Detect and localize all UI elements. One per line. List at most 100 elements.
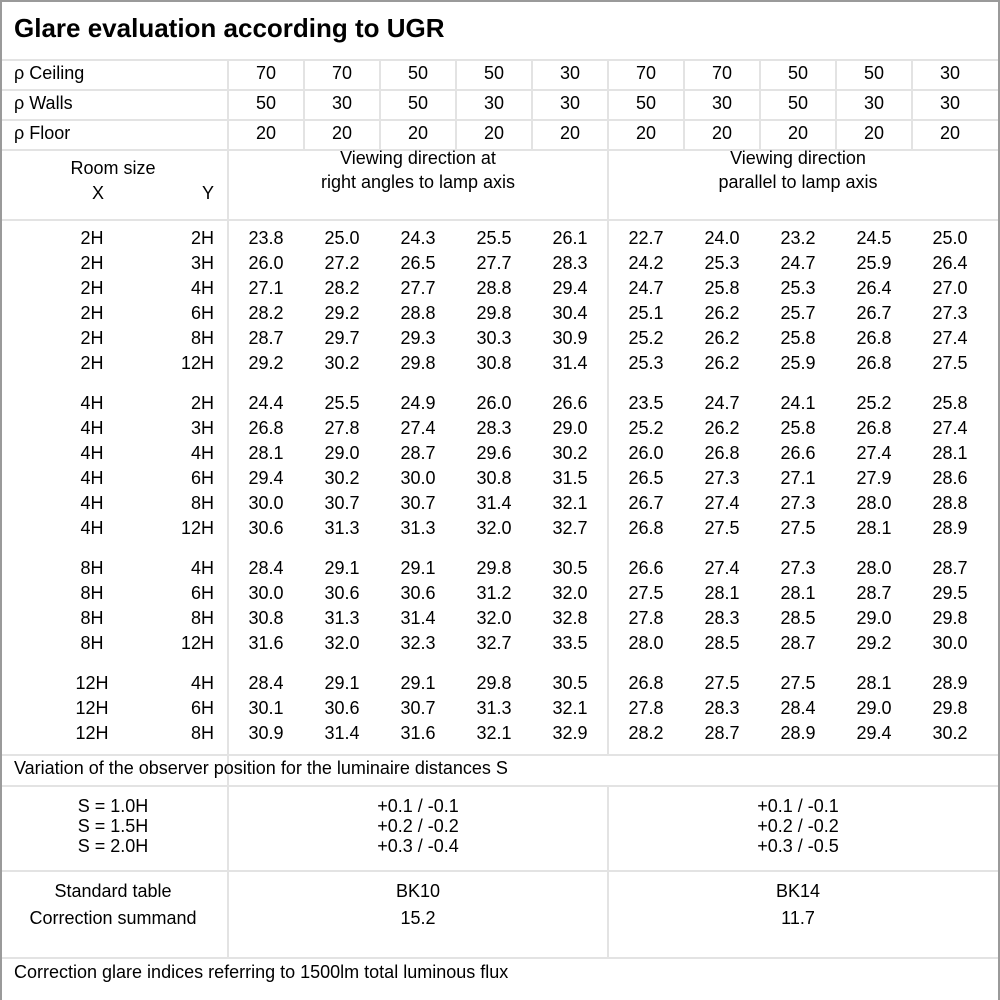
- ugr-value: 28.7: [932, 558, 968, 578]
- ugr-value: 29.1: [324, 673, 360, 693]
- room-y: 4H: [190, 558, 214, 578]
- room-y: 8H: [190, 493, 214, 513]
- room-x: 2H: [80, 253, 104, 273]
- column-divider: [531, 59, 533, 149]
- ugr-value: 29.3: [400, 328, 436, 348]
- ugr-value: 28.3: [704, 608, 740, 628]
- ugr-value: 31.6: [400, 723, 436, 743]
- row-divider: [2, 785, 998, 787]
- ugr-value: 26.1: [552, 228, 588, 248]
- ugr-value: 26.0: [476, 393, 512, 413]
- ugr-value: 30.7: [324, 493, 360, 513]
- room-y-label: Y: [201, 183, 214, 203]
- ugr-value: 26.2: [704, 303, 740, 323]
- ugr-value: 30.0: [248, 493, 284, 513]
- ugr-value: 32.0: [324, 633, 360, 653]
- ugr-value: 30.0: [932, 633, 968, 653]
- ugr-value: 32.7: [552, 518, 588, 538]
- room-x: 4H: [80, 443, 104, 463]
- ugr-value: 29.2: [324, 303, 360, 323]
- ugr-value: 26.2: [704, 418, 740, 438]
- variation-label: Variation of the observer position for t…: [14, 758, 508, 778]
- room-x: 8H: [80, 583, 104, 603]
- ugr-value: 28.5: [704, 633, 740, 653]
- ugr-value: 31.4: [324, 723, 360, 743]
- ugr-value: 27.3: [932, 303, 968, 323]
- reflectance-label: ρ Ceiling: [14, 63, 85, 83]
- ugr-value: 26.8: [628, 518, 664, 538]
- ugr-value: 30.7: [400, 493, 436, 513]
- reflectance-value: 20: [939, 123, 961, 143]
- ugr-value: 28.0: [856, 493, 892, 513]
- distance-s: S = 2.0H: [77, 836, 149, 856]
- ugr-value: 25.8: [932, 393, 968, 413]
- viewing-direction-right-label: Viewing direction at: [340, 148, 496, 168]
- ugr-value: 28.5: [780, 608, 816, 628]
- ugr-value: 27.0: [932, 278, 968, 298]
- reflectance-value: 70: [255, 63, 277, 83]
- ugr-value: 32.7: [476, 633, 512, 653]
- reflectance-value: 20: [863, 123, 885, 143]
- viewing-direction-parallel-label: Viewing direction: [730, 148, 866, 168]
- ugr-value: 26.6: [780, 443, 816, 463]
- room-x: 4H: [80, 418, 104, 438]
- correction-summand-right: 15.2: [400, 908, 436, 928]
- room-x: 2H: [80, 328, 104, 348]
- ugr-value: 30.2: [324, 353, 360, 373]
- row-divider: [2, 89, 998, 91]
- ugr-value: 25.2: [628, 328, 664, 348]
- ugr-value: 27.3: [780, 493, 816, 513]
- ugr-value: 29.8: [400, 353, 436, 373]
- ugr-value: 30.2: [932, 723, 968, 743]
- ugr-value: 29.4: [856, 723, 892, 743]
- ugr-value: 30.7: [400, 698, 436, 718]
- reflectance-value: 20: [559, 123, 581, 143]
- ugr-value: 26.0: [248, 253, 284, 273]
- ugr-value: 32.0: [552, 583, 588, 603]
- ugr-value: 30.5: [552, 673, 588, 693]
- reflectance-value: 50: [787, 93, 809, 113]
- ugr-value: 31.4: [400, 608, 436, 628]
- ugr-value: 28.8: [476, 278, 512, 298]
- variation-parallel: +0.1 / -0.1: [757, 796, 839, 816]
- ugr-value: 27.8: [324, 418, 360, 438]
- correction-summand-parallel: 11.7: [781, 908, 815, 928]
- reflectance-value: 50: [407, 63, 429, 83]
- row-divider: [2, 957, 998, 959]
- column-divider: [303, 59, 305, 149]
- ugr-value: 30.6: [324, 698, 360, 718]
- distance-s: S = 1.0H: [77, 796, 149, 816]
- room-x: 2H: [80, 228, 104, 248]
- ugr-value: 27.1: [248, 278, 284, 298]
- standard-table-parallel: BK14: [775, 881, 821, 901]
- ugr-value: 22.7: [628, 228, 664, 248]
- ugr-value: 30.8: [476, 468, 512, 488]
- reflectance-label: ρ Walls: [14, 93, 73, 113]
- ugr-value: 30.4: [552, 303, 588, 323]
- ugr-value: 27.8: [628, 698, 664, 718]
- column-divider: [835, 59, 837, 149]
- reflectance-value: 50: [407, 93, 429, 113]
- ugr-value: 26.8: [628, 673, 664, 693]
- ugr-value: 28.9: [780, 723, 816, 743]
- ugr-value: 26.5: [628, 468, 664, 488]
- ugr-value: 27.4: [856, 443, 892, 463]
- room-y: 12H: [180, 518, 214, 538]
- ugr-value: 27.1: [780, 468, 816, 488]
- room-y: 6H: [190, 698, 214, 718]
- room-y: 8H: [190, 608, 214, 628]
- ugr-value: 24.7: [704, 393, 740, 413]
- ugr-value: 28.0: [856, 558, 892, 578]
- ugr-value: 28.7: [400, 443, 436, 463]
- ugr-value: 28.2: [248, 303, 284, 323]
- ugr-value: 29.5: [932, 583, 968, 603]
- ugr-value: 28.0: [628, 633, 664, 653]
- ugr-value: 28.4: [780, 698, 816, 718]
- reflectance-value: 30: [559, 63, 581, 83]
- row-divider: [2, 870, 998, 872]
- ugr-value: 30.3: [476, 328, 512, 348]
- ugr-value: 26.7: [856, 303, 892, 323]
- room-x: 4H: [80, 393, 104, 413]
- reflectance-value: 30: [559, 93, 581, 113]
- ugr-value: 28.3: [704, 698, 740, 718]
